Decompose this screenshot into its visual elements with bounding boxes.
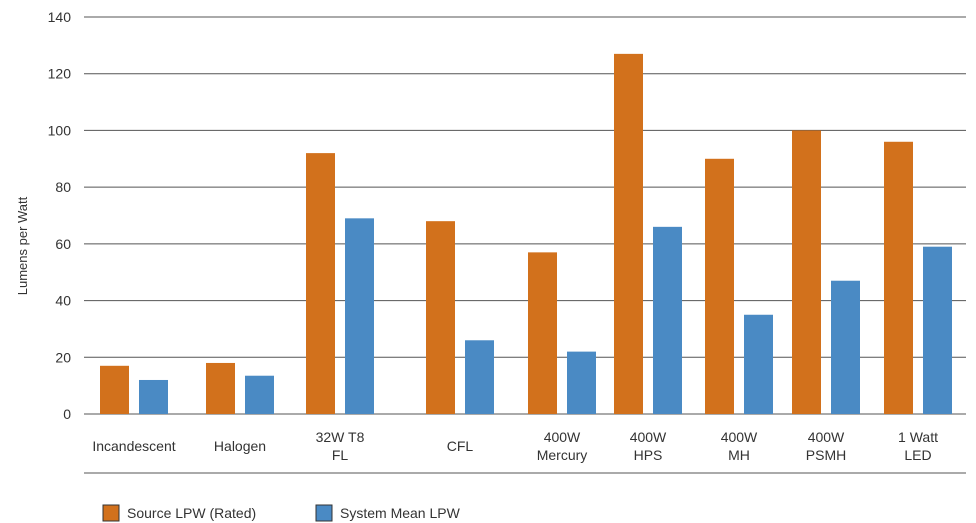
y-tick-label: 20: [55, 349, 71, 365]
bars: [100, 53, 952, 414]
y-tick-label: 80: [55, 179, 71, 195]
bar-source-lpw: [426, 221, 455, 414]
bar-source-lpw: [884, 141, 913, 414]
bar-system-mean-lpw: [653, 226, 682, 414]
legend: Source LPW (Rated) System Mean LPW: [102, 504, 461, 522]
x-category-label-line: MH: [728, 447, 750, 463]
x-category-label: 400W HPS: [630, 429, 667, 463]
y-tick-label: 60: [55, 236, 71, 252]
x-category-label-line: 400W: [544, 429, 581, 445]
x-category-label-line: 400W: [808, 429, 845, 445]
y-tick-label: 140: [48, 9, 72, 25]
x-category-label: 1 Watt LED: [898, 429, 938, 463]
x-category-label-line: CFL: [447, 438, 474, 454]
bar-system-mean-lpw: [744, 314, 773, 414]
x-category-label-line: HPS: [634, 447, 663, 463]
x-category-label-line: 400W: [721, 429, 758, 445]
x-category-label-line: 400W: [630, 429, 667, 445]
bar-system-mean-lpw: [831, 280, 860, 414]
x-category-label-line: PSMH: [806, 447, 846, 463]
x-category-label: 400W PSMH: [806, 429, 846, 463]
bar-system-mean-lpw: [345, 218, 374, 414]
bar-source-lpw: [206, 362, 235, 414]
x-category-label-line: LED: [904, 447, 931, 463]
x-category-label: 32W T8 FL: [316, 429, 365, 463]
bar-system-mean-lpw: [139, 379, 168, 414]
x-category-label: Incandescent: [92, 438, 175, 454]
legend-label: System Mean LPW: [340, 505, 461, 521]
y-tick-label: 0: [63, 406, 71, 422]
x-category-label: 400W MH: [721, 429, 758, 463]
bar-source-lpw: [306, 153, 335, 414]
x-category-label: 400W Mercury: [537, 429, 588, 463]
gridlines: [84, 16, 966, 415]
bar-source-lpw: [705, 158, 734, 414]
legend-label: Source LPW (Rated): [127, 505, 256, 521]
y-tick-label: 40: [55, 293, 71, 309]
bar-source-lpw: [528, 252, 557, 414]
y-tick-label: 120: [48, 66, 72, 82]
x-category-label-line: 32W T8: [316, 429, 365, 445]
y-axis-label: Lumens per Watt: [15, 196, 30, 295]
x-category-label-line: Mercury: [537, 447, 588, 463]
x-category-label-line: 1 Watt: [898, 429, 938, 445]
y-tick-label: 100: [48, 122, 72, 138]
x-category-label-line: Halogen: [214, 438, 266, 454]
bar-source-lpw: [614, 53, 643, 414]
x-category-label-line: FL: [332, 447, 349, 463]
legend-swatch: [315, 504, 333, 522]
x-category-label: CFL: [447, 438, 474, 454]
bar-system-mean-lpw: [923, 246, 952, 414]
y-axis-ticks: 0 20 40 60 80 100 120 140: [48, 9, 72, 422]
bar-system-mean-lpw: [465, 340, 494, 414]
bar-source-lpw: [100, 365, 129, 414]
bar-system-mean-lpw: [245, 375, 274, 414]
x-category-label-line: Incandescent: [92, 438, 175, 454]
x-axis-categories: Incandescent Halogen 32W T8 FL CFL 400W Mercur…: [92, 429, 938, 463]
x-category-label: Halogen: [214, 438, 266, 454]
bar-system-mean-lpw: [567, 351, 596, 414]
legend-swatch: [102, 504, 120, 522]
bar-source-lpw: [792, 130, 821, 414]
